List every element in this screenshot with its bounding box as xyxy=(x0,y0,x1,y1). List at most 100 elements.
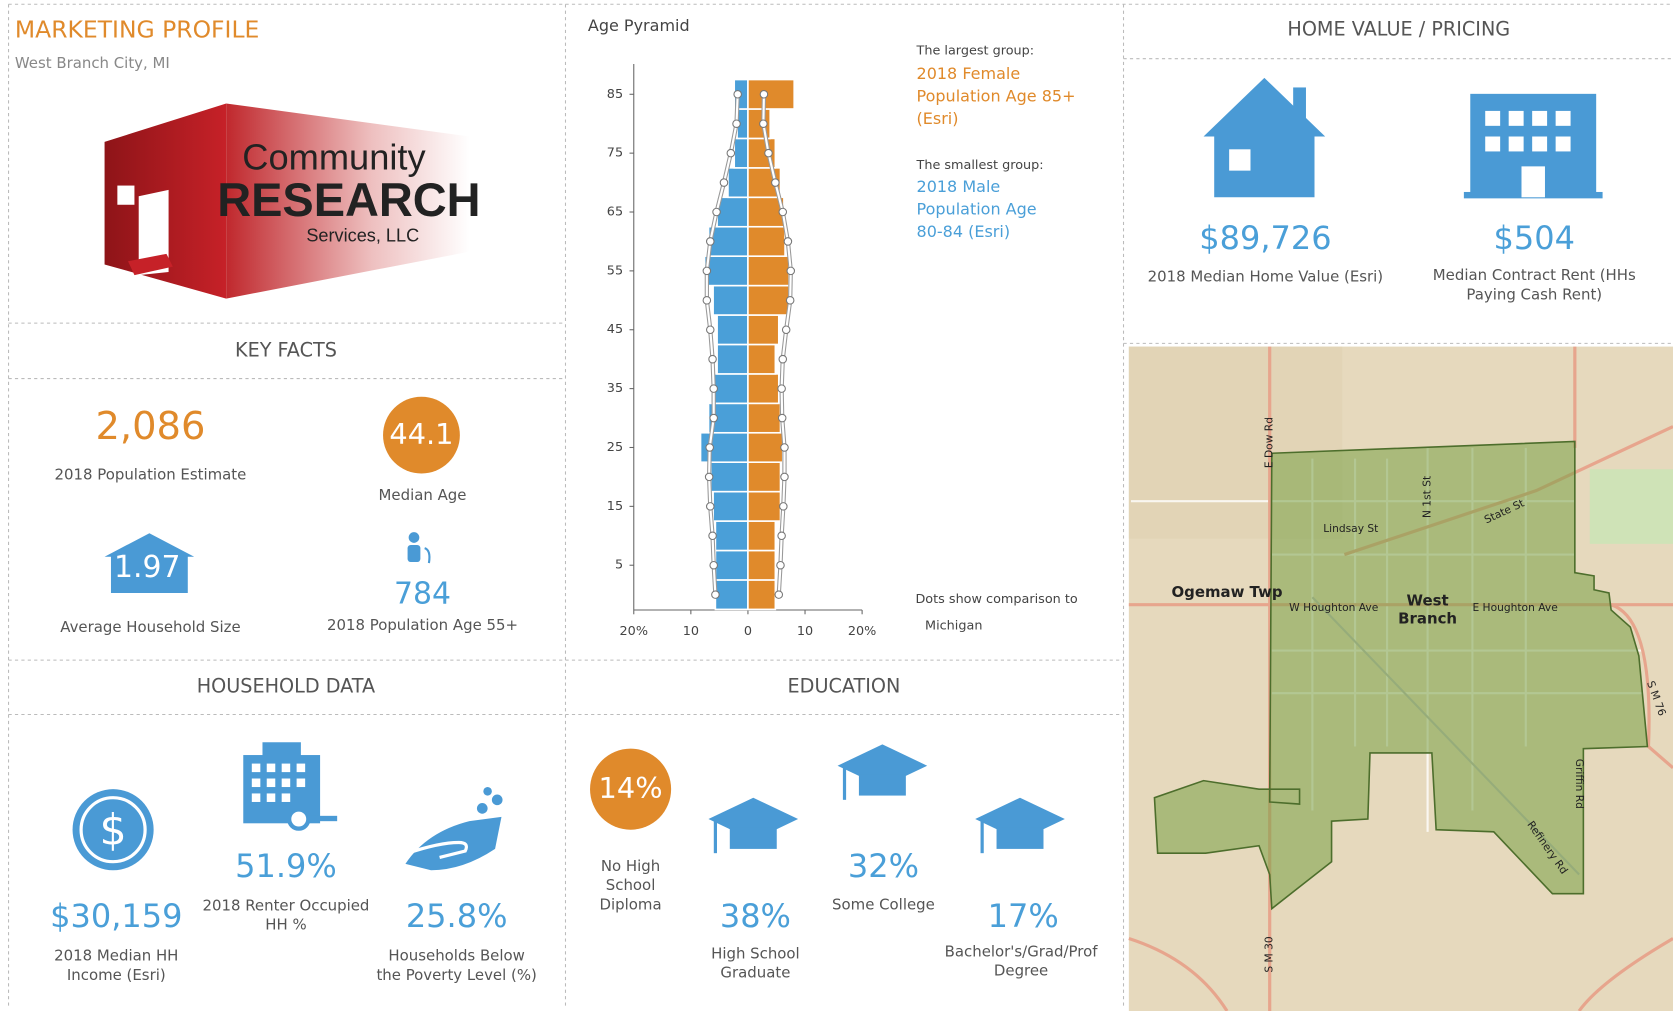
comparison-dot xyxy=(713,208,720,215)
comparison-dot xyxy=(781,444,788,451)
bar xyxy=(717,197,748,226)
stat-value: 51.9% xyxy=(235,847,337,885)
bar xyxy=(715,580,748,609)
stat-label: Median Contract Rent (HHs xyxy=(1433,266,1636,284)
map-label-text: E Houghton Ave xyxy=(1472,601,1557,614)
logo-line2: RESEARCH xyxy=(217,174,480,226)
comparison-dot xyxy=(782,326,789,333)
comparison-dot xyxy=(727,149,734,156)
bar xyxy=(715,551,748,580)
comparison-dot xyxy=(709,532,716,539)
stat-label: Degree xyxy=(994,962,1048,980)
comparison-dot xyxy=(710,385,717,392)
stat-label: 2018 Population Estimate xyxy=(55,466,247,484)
bar xyxy=(748,433,783,462)
y-tick-label: 65 xyxy=(607,205,623,220)
comparison-dot xyxy=(775,591,782,598)
y-tick-label: 55 xyxy=(607,263,623,278)
stat-value: $89,726 xyxy=(1199,219,1331,257)
stat-value: 25.8% xyxy=(406,897,508,935)
stat-label: No High xyxy=(601,857,660,875)
y-tick-label: 45 xyxy=(607,322,623,337)
stat-label: HH % xyxy=(265,916,306,934)
stat-label: Households Below xyxy=(388,947,524,965)
bar xyxy=(713,286,748,315)
subtitle: West Branch City, MI xyxy=(15,54,170,72)
stat-label: Income (Esri) xyxy=(67,966,166,984)
bar xyxy=(748,580,775,609)
comparison-dot xyxy=(720,179,727,186)
stat-label: Paying Cash Rent) xyxy=(1466,285,1602,303)
map-label: E Dow Rd xyxy=(1263,417,1276,468)
bar xyxy=(734,138,748,167)
stat-label: 2018 Population Age 55+ xyxy=(327,616,518,634)
y-tick-label: 75 xyxy=(607,146,623,161)
map-label-text: Griffin Rd xyxy=(1573,759,1586,809)
y-tick-label: 5 xyxy=(615,558,623,573)
annotation: 80-84 (Esri) xyxy=(917,222,1011,241)
bar xyxy=(748,256,789,285)
bar xyxy=(748,374,779,403)
comparison-dot xyxy=(760,120,767,127)
bar xyxy=(728,168,748,197)
bar xyxy=(711,462,748,491)
map-label: Griffin Rd xyxy=(1573,759,1586,809)
chart-title: Age Pyramid xyxy=(588,16,690,35)
comparison-dot xyxy=(705,473,712,480)
bar xyxy=(717,315,748,344)
bar xyxy=(748,227,785,256)
comparison-dot xyxy=(781,473,788,480)
stat-label: 2018 Median Home Value (Esri) xyxy=(1148,267,1383,285)
bar xyxy=(748,80,794,109)
map-label: Lindsay St xyxy=(1323,522,1378,535)
comparison-dot xyxy=(703,267,710,274)
bar xyxy=(748,315,779,344)
stat-value: $504 xyxy=(1494,219,1575,257)
annotation: Michigan xyxy=(925,619,982,634)
map-label: WestBranch xyxy=(1398,591,1457,627)
logo-line3: Services, LLC xyxy=(306,226,419,246)
map-label-text: Ogemaw Twp xyxy=(1171,583,1282,601)
comparison-dot xyxy=(778,532,785,539)
comparison-dot xyxy=(709,355,716,362)
comparison-dot xyxy=(760,91,767,98)
bar xyxy=(748,344,775,373)
stat-value: 38% xyxy=(720,897,791,935)
section-title: KEY FACTS xyxy=(235,338,337,361)
stat-label: Bachelor's/Grad/Prof xyxy=(945,942,1099,960)
logo-line1: Community xyxy=(242,137,426,178)
infographic: Community RESEARCH Services, LLC MARKETI… xyxy=(0,0,1673,1011)
comparison-dot xyxy=(772,179,779,186)
bar xyxy=(748,492,781,521)
bar xyxy=(748,462,781,491)
stat-value: $30,159 xyxy=(50,897,182,935)
section-title: HOUSEHOLD DATA xyxy=(197,674,375,697)
bar xyxy=(748,403,781,432)
comparison-dot xyxy=(707,503,714,510)
map-label-text: S M 30 xyxy=(1263,936,1276,973)
comparison-dot xyxy=(779,208,786,215)
comparison-dot xyxy=(734,91,741,98)
comparison-dot xyxy=(706,444,713,451)
annotation: The largest group: xyxy=(916,44,1035,59)
bar xyxy=(715,521,748,550)
stat-label: 2018 Renter Occupied xyxy=(203,896,370,914)
comparison-dot xyxy=(710,561,717,568)
annotation: Population Age xyxy=(917,200,1037,219)
stat-label: Average Household Size xyxy=(60,618,240,636)
map-label-text: N 1st St xyxy=(1421,476,1434,518)
annotation: (Esri) xyxy=(917,109,959,128)
map xyxy=(1129,347,1673,1011)
comparison-dot xyxy=(733,120,740,127)
y-tick-label: 85 xyxy=(607,87,623,102)
y-tick-label: 25 xyxy=(607,440,623,455)
stat-value: 44.1 xyxy=(389,417,453,451)
comparison-dot xyxy=(779,355,786,362)
map-label-text: E Dow Rd xyxy=(1263,417,1276,468)
x-tick-label: 20% xyxy=(620,624,648,639)
stat-label: Diploma xyxy=(600,895,662,913)
annotation: The smallest group: xyxy=(916,158,1044,173)
stat-label: Median Age xyxy=(379,486,467,504)
comparison-dot xyxy=(703,297,710,304)
annotation: 2018 Female xyxy=(917,64,1021,83)
